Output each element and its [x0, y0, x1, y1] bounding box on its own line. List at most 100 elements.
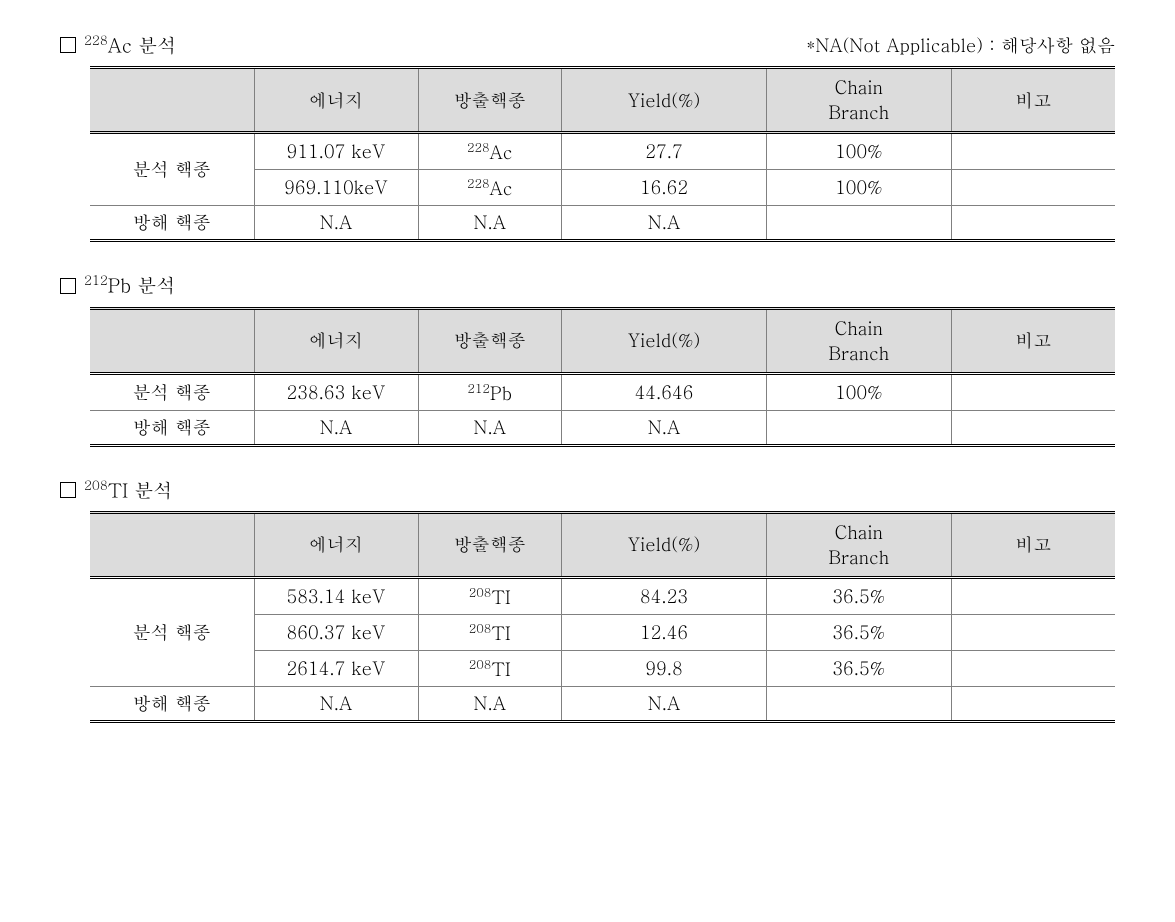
cell-yield: N.A [562, 206, 767, 241]
table-header-row: 에너지방출핵종Yield(%)ChainBranch비고 [90, 308, 1115, 373]
cell-yield: 99.8 [562, 650, 767, 686]
section-header: 228Ac 분석*NA(Not Applicable) : 해당사항 없음 [60, 30, 1115, 58]
cell-chain [767, 410, 952, 445]
cell-nuclide: 228Ac [418, 170, 562, 206]
section-header: 212Pb 분석 [60, 270, 1115, 298]
header-note: 비고 [951, 512, 1115, 577]
table-row: 방해 핵종N.AN.AN.A [90, 206, 1115, 241]
cell-note [951, 577, 1115, 614]
header-chain: ChainBranch [767, 512, 952, 577]
header-note: 비고 [951, 308, 1115, 373]
mass-number: 212 [84, 270, 108, 289]
nuclide-table: 에너지방출핵종Yield(%)ChainBranch비고분석 핵종911.07 … [90, 66, 1115, 242]
row-label-analyzed: 분석 핵종 [90, 577, 254, 686]
header-nuclide: 방출핵종 [418, 512, 562, 577]
cell-nuclide: 212Pb [418, 373, 562, 410]
nuclide-table: 에너지방출핵종Yield(%)ChainBranch비고분석 핵종238.63 … [90, 307, 1115, 447]
section-title: 212Pb 분석 [60, 270, 175, 298]
table-body: 분석 핵종238.63 keV212Pb44.646100%방해 핵종N.AN.… [90, 373, 1115, 445]
cell-chain: 36.5% [767, 614, 952, 650]
checkbox-icon [60, 482, 76, 498]
cell-energy: 2614.7 keV [254, 650, 418, 686]
cell-energy: 238.63 keV [254, 373, 418, 410]
table-row: 방해 핵종N.AN.AN.A [90, 410, 1115, 445]
element-symbol: Pb [108, 272, 131, 299]
cell-note [951, 614, 1115, 650]
cell-nuclide: 228Ac [418, 133, 562, 170]
header-nuclide: 방출핵종 [418, 68, 562, 133]
title-suffix: 분석 [132, 31, 176, 58]
cell-energy: N.A [254, 206, 418, 241]
cell-energy: N.A [254, 410, 418, 445]
cell-energy: N.A [254, 686, 418, 721]
row-label-interfering: 방해 핵종 [90, 410, 254, 445]
table-header-row: 에너지방출핵종Yield(%)ChainBranch비고 [90, 68, 1115, 133]
element-symbol: TI [108, 476, 128, 503]
header-chain: ChainBranch [767, 68, 952, 133]
table-header-row: 에너지방출핵종Yield(%)ChainBranch비고 [90, 512, 1115, 577]
cell-chain: 100% [767, 133, 952, 170]
checkbox-icon [60, 278, 76, 294]
header-nuclide: 방출핵종 [418, 308, 562, 373]
section-header: 208TI 분석 [60, 475, 1115, 503]
header-yield: Yield(%) [562, 68, 767, 133]
cell-nuclide: 208TI [418, 614, 562, 650]
cell-chain: 36.5% [767, 650, 952, 686]
cell-energy: 860.37 keV [254, 614, 418, 650]
header-note: 비고 [951, 68, 1115, 133]
mass-number: 228 [84, 30, 108, 49]
cell-chain: 36.5% [767, 577, 952, 614]
header-energy: 에너지 [254, 512, 418, 577]
mass-number: 208 [84, 475, 108, 494]
table-row: 분석 핵종911.07 keV228Ac27.7100% [90, 133, 1115, 170]
cell-yield: 12.46 [562, 614, 767, 650]
table-header: 에너지방출핵종Yield(%)ChainBranch비고 [90, 512, 1115, 577]
cell-yield: 84.23 [562, 577, 767, 614]
header-yield: Yield(%) [562, 308, 767, 373]
header-energy: 에너지 [254, 308, 418, 373]
table-body: 분석 핵종583.14 keV208TI84.2336.5%860.37 keV… [90, 577, 1115, 721]
cell-energy: 911.07 keV [254, 133, 418, 170]
header-chain: ChainBranch [767, 308, 952, 373]
table-row: 분석 핵종583.14 keV208TI84.2336.5% [90, 577, 1115, 614]
table-header: 에너지방출핵종Yield(%)ChainBranch비고 [90, 308, 1115, 373]
cell-energy: 583.14 keV [254, 577, 418, 614]
cell-nuclide: 208TI [418, 577, 562, 614]
row-label-analyzed: 분석 핵종 [90, 373, 254, 410]
header-blank [90, 308, 254, 373]
cell-note [951, 170, 1115, 206]
cell-chain: 100% [767, 373, 952, 410]
cell-chain [767, 206, 952, 241]
element-symbol: Ac [108, 31, 132, 58]
cell-nuclide: 208TI [418, 650, 562, 686]
row-label-analyzed: 분석 핵종 [90, 133, 254, 206]
table-body: 분석 핵종911.07 keV228Ac27.7100%969.110keV22… [90, 133, 1115, 241]
cell-nuclide: N.A [418, 410, 562, 445]
table-row: 방해 핵종N.AN.AN.A [90, 686, 1115, 721]
header-blank [90, 68, 254, 133]
cell-note [951, 133, 1115, 170]
cell-note [951, 650, 1115, 686]
header-yield: Yield(%) [562, 512, 767, 577]
cell-note [951, 373, 1115, 410]
table-row: 분석 핵종238.63 keV212Pb44.646100% [90, 373, 1115, 410]
row-label-interfering: 방해 핵종 [90, 686, 254, 721]
cell-chain [767, 686, 952, 721]
section-title: 208TI 분석 [60, 475, 173, 503]
cell-yield: 16.62 [562, 170, 767, 206]
section-title: 228Ac 분석 [60, 30, 176, 58]
header-blank [90, 512, 254, 577]
cell-note [951, 206, 1115, 241]
checkbox-icon [60, 37, 76, 53]
table-header: 에너지방출핵종Yield(%)ChainBranch비고 [90, 68, 1115, 133]
cell-nuclide: N.A [418, 686, 562, 721]
cell-chain: 100% [767, 170, 952, 206]
cell-nuclide: N.A [418, 206, 562, 241]
cell-yield: 44.646 [562, 373, 767, 410]
title-suffix: 분석 [128, 476, 172, 503]
cell-energy: 969.110keV [254, 170, 418, 206]
row-label-interfering: 방해 핵종 [90, 206, 254, 241]
cell-note [951, 686, 1115, 721]
title-suffix: 분석 [131, 272, 175, 299]
cell-yield: N.A [562, 410, 767, 445]
